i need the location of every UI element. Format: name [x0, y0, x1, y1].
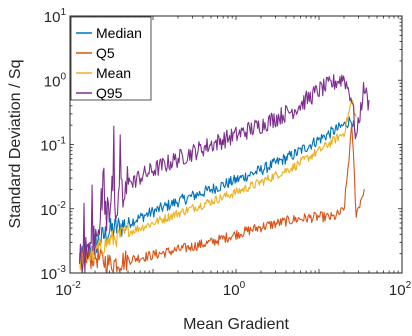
y-tick-label: 10-3 — [40, 264, 66, 283]
legend-label-q5: Q5 — [96, 45, 115, 61]
x-tick-label: 10-2 — [55, 280, 81, 299]
legend: Median Q5 Mean Q95 — [70, 16, 152, 101]
y-tick-label: 10-2 — [40, 200, 66, 219]
series-line-q95 — [78, 74, 370, 274]
x-tick-label: 102 — [389, 280, 412, 299]
y-tick-label: 10-1 — [40, 136, 66, 155]
y-tick-label: 101 — [44, 7, 67, 26]
y-tick-label: 100 — [44, 71, 67, 90]
x-tick-label: 100 — [223, 280, 246, 299]
legend-box — [70, 16, 152, 101]
legend-label-median: Median — [96, 25, 142, 41]
series-line-mean — [78, 99, 357, 271]
plot-lines — [78, 74, 370, 274]
legend-label-mean: Mean — [96, 65, 131, 81]
legend-label-q95: Q95 — [96, 85, 123, 101]
y-axis-title: Standard Deviation / Sq — [7, 60, 24, 229]
series-line-q5 — [79, 123, 365, 274]
x-axis-title: Mean Gradient — [183, 316, 289, 333]
